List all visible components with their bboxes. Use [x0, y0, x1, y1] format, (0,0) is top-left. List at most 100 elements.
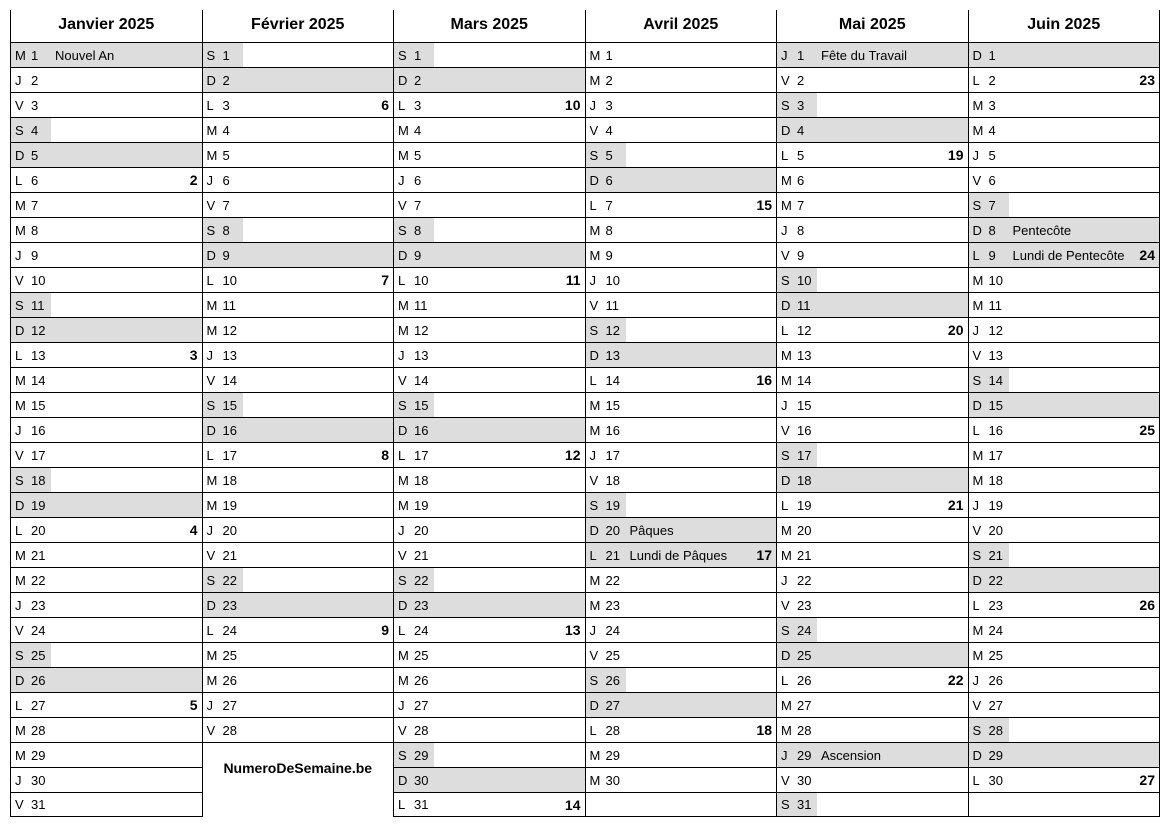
- day-number: 12: [221, 318, 243, 342]
- day-row: D11: [777, 292, 968, 317]
- day-row: D4: [777, 117, 968, 142]
- day-row: M4: [203, 117, 394, 142]
- day-row: L1625: [969, 417, 1160, 442]
- day-row: J23: [11, 592, 202, 617]
- day-row: S19: [586, 492, 777, 517]
- day-row: L9Lundi de Pentecôte24: [969, 242, 1160, 267]
- day-number: 18: [987, 468, 1009, 492]
- day-row: S22: [203, 567, 394, 592]
- day-label: Fête du Travail: [817, 48, 968, 63]
- day-row: L3114: [394, 792, 585, 817]
- day-of-week: D: [394, 768, 412, 792]
- day-of-week: M: [203, 468, 221, 492]
- day-of-week: D: [11, 493, 29, 517]
- month-column: Avril 2025M1M2J3V4S5D6L715M8M9J10V11S12D…: [585, 10, 777, 817]
- month-column: Février 2025S1D2L36M4M5J6V7S8D9L107M11M1…: [202, 10, 394, 817]
- day-number: 10: [412, 268, 434, 292]
- day-number: 20: [795, 518, 817, 542]
- day-row: M18: [394, 467, 585, 492]
- day-row: V14: [203, 367, 394, 392]
- day-number: 22: [795, 568, 817, 592]
- week-number: 6: [381, 97, 389, 113]
- day-of-week: S: [969, 718, 987, 742]
- day-of-week: M: [586, 43, 604, 67]
- day-row: S5: [586, 142, 777, 167]
- day-of-week: S: [203, 218, 221, 242]
- day-row: S11: [11, 292, 202, 317]
- day-number: 2: [221, 68, 243, 92]
- day-of-week: J: [586, 443, 604, 467]
- day-of-week: L: [969, 68, 987, 92]
- day-of-week: V: [586, 118, 604, 142]
- day-of-week: D: [586, 693, 604, 717]
- day-number: 20: [412, 518, 434, 542]
- day-row: M21: [11, 542, 202, 567]
- day-of-week: L: [777, 493, 795, 517]
- day-number: 11: [221, 293, 243, 317]
- day-of-week: M: [969, 643, 987, 667]
- day-number: 16: [412, 418, 434, 442]
- day-row: J3: [586, 92, 777, 117]
- day-of-week: J: [969, 318, 987, 342]
- day-row: V23: [777, 592, 968, 617]
- day-number: 29: [987, 743, 1009, 767]
- day-number: 24: [221, 618, 243, 642]
- day-row: S15: [203, 392, 394, 417]
- day-row: M6: [777, 167, 968, 192]
- day-of-week: V: [777, 68, 795, 92]
- day-of-week: V: [11, 268, 29, 292]
- day-of-week: J: [586, 618, 604, 642]
- day-of-week: L: [586, 718, 604, 742]
- day-of-week: D: [777, 468, 795, 492]
- day-of-week: M: [777, 518, 795, 542]
- day-row: J17: [586, 442, 777, 467]
- day-row: M19: [203, 492, 394, 517]
- day-number: 30: [29, 768, 51, 792]
- day-row: L2413: [394, 617, 585, 642]
- day-number: 22: [29, 568, 51, 592]
- day-row: M16: [586, 417, 777, 442]
- day-of-week: S: [777, 443, 795, 467]
- day-row: S14: [969, 367, 1160, 392]
- week-number: 16: [756, 372, 772, 388]
- day-number: 18: [412, 468, 434, 492]
- day-number: 26: [795, 668, 817, 692]
- day-of-week: S: [11, 293, 29, 317]
- day-number: 9: [987, 243, 1009, 267]
- day-number: 4: [987, 118, 1009, 142]
- day-row: M4: [394, 117, 585, 142]
- day-number: 24: [987, 618, 1009, 642]
- day-of-week: L: [969, 243, 987, 267]
- day-number: 28: [221, 718, 243, 742]
- day-row: J30: [11, 767, 202, 792]
- day-number: 5: [412, 143, 434, 167]
- day-of-week: M: [586, 393, 604, 417]
- day-row: L2622: [777, 667, 968, 692]
- day-number: 23: [604, 593, 626, 617]
- day-number: 22: [604, 568, 626, 592]
- day-label: Pentecôte: [1009, 223, 1160, 238]
- day-of-week: D: [203, 68, 221, 92]
- day-number: 31: [412, 793, 434, 816]
- day-number: 6: [795, 168, 817, 192]
- week-number: 21: [948, 497, 964, 513]
- day-row: M22: [586, 567, 777, 592]
- day-of-week: V: [777, 768, 795, 792]
- day-number: 25: [795, 643, 817, 667]
- day-number: 1: [412, 43, 434, 67]
- day-number: 5: [221, 143, 243, 167]
- day-of-week: M: [203, 293, 221, 317]
- day-of-week: V: [203, 368, 221, 392]
- day-number: 21: [29, 543, 51, 567]
- day-of-week: L: [394, 93, 412, 117]
- day-number: 22: [221, 568, 243, 592]
- day-of-week: M: [11, 743, 29, 767]
- day-of-week: M: [969, 268, 987, 292]
- day-number: 28: [29, 718, 51, 742]
- day-row: M25: [394, 642, 585, 667]
- day-of-week: V: [969, 168, 987, 192]
- day-number: 28: [604, 718, 626, 742]
- day-of-week: M: [586, 218, 604, 242]
- day-number: 28: [412, 718, 434, 742]
- day-number: 3: [412, 93, 434, 117]
